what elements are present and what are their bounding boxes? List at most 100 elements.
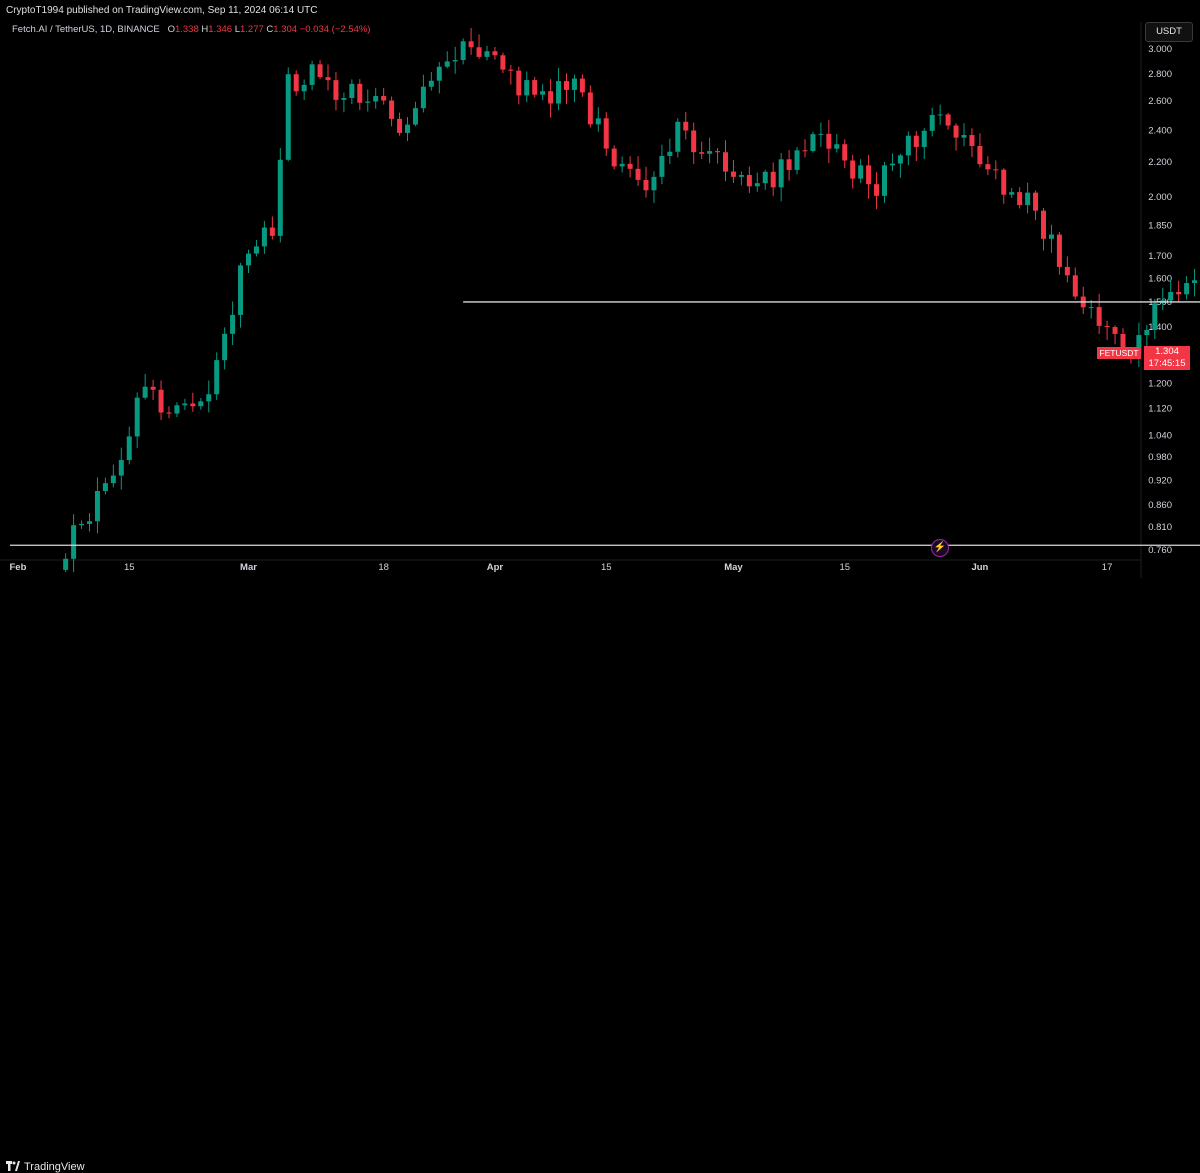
candle-body [579, 78, 585, 93]
publisher-text: CryptoT1994 published on TradingView.com… [6, 5, 318, 16]
price-chart[interactable]: 3.000 2.800 2.600 2.400 2.200 2.000 1.850 1.700… [0, 0, 1200, 601]
candle-body [198, 401, 204, 407]
candle-body [269, 227, 275, 236]
candle-body [1176, 291, 1182, 295]
candle-body [834, 144, 840, 149]
close-value: 1.304 [273, 24, 298, 35]
high-label: H [201, 24, 209, 35]
candle-body [365, 101, 371, 103]
change-value: −0.034 (−2.54%) [299, 24, 371, 35]
candle-body [699, 152, 705, 154]
y-tick-label: 2.200 [1148, 157, 1172, 168]
candle-body [1017, 192, 1023, 206]
candle-body [1192, 280, 1198, 284]
y-tick-label: 1.700 [1148, 251, 1172, 262]
candle-body [492, 51, 498, 56]
candle-body [142, 386, 148, 398]
candle-body [444, 61, 450, 67]
chart-background [0, 0, 1200, 601]
candle-body [182, 403, 188, 406]
candle-body [818, 133, 824, 135]
candle-body [786, 159, 792, 170]
candle-body [317, 64, 323, 78]
symbol-price-tag: FETUSDT [1097, 347, 1141, 359]
candle-body [158, 389, 164, 413]
candle-body [635, 168, 641, 180]
candle-body [730, 171, 736, 177]
candle-body [285, 74, 291, 160]
x-tick-label: Mar [240, 562, 257, 573]
candle-body [1104, 325, 1110, 328]
candle-body [1112, 327, 1118, 334]
y-tick-label: 0.920 [1148, 475, 1172, 486]
candle-body [484, 51, 490, 57]
candle-body [333, 80, 339, 100]
y-tick-label: 1.120 [1148, 404, 1172, 415]
x-tick-label: 15 [601, 562, 612, 573]
candle-body [436, 66, 442, 81]
candle-body [1168, 291, 1174, 301]
candle-body [1096, 307, 1102, 326]
candle-body [238, 265, 244, 315]
candle-body [667, 151, 673, 156]
currency-button[interactable]: USDT [1145, 22, 1193, 42]
candle-body [738, 174, 744, 177]
candle-body [277, 159, 283, 236]
candle-body [802, 150, 808, 152]
candle-body [651, 176, 657, 191]
candle-body [341, 98, 347, 100]
candle-body [389, 100, 395, 119]
candle-body [564, 81, 569, 90]
candle-body [675, 121, 681, 152]
y-tick-label: 1.850 [1148, 220, 1172, 231]
candle-body [627, 163, 633, 169]
candle-body [842, 144, 848, 161]
candle-body [166, 412, 172, 414]
candle-body [587, 92, 593, 125]
y-tick-label: 0.810 [1148, 522, 1172, 533]
low-label: L [234, 24, 240, 35]
last-price: 1.304 [1155, 346, 1179, 357]
lightning-event-icon[interactable]: ⚡ [931, 539, 949, 557]
candle-body [794, 150, 800, 170]
candle-body [206, 394, 212, 402]
candle-body [357, 83, 363, 103]
candle-body [532, 80, 538, 95]
candle-body [405, 124, 410, 133]
open-value: 1.338 [174, 24, 199, 35]
candle-body [858, 165, 864, 179]
candle-body [174, 405, 180, 414]
y-tick-label: 1.040 [1148, 431, 1172, 442]
candle-body [94, 491, 100, 522]
candle-body [325, 77, 331, 81]
candle-body [683, 121, 689, 131]
candle-body [412, 108, 418, 125]
candle-body [500, 55, 506, 70]
candle-body [1048, 234, 1054, 239]
candle-body [63, 558, 69, 570]
candle-body [874, 184, 880, 196]
x-tick-label: Apr [487, 562, 504, 573]
tradingview-brand[interactable]: TradingView [6, 1161, 85, 1173]
x-tick-label: 15 [124, 562, 135, 573]
candle-body [810, 134, 816, 151]
candle-body [913, 135, 919, 147]
symbol-name: Fetch.AI / TetherUS, 1D, BINANCE [12, 24, 160, 35]
candle-body [214, 360, 220, 395]
candle-body [150, 386, 156, 390]
y-tick-label: 2.600 [1148, 96, 1172, 107]
candle-body [102, 483, 108, 492]
y-tick-label: 2.000 [1148, 192, 1172, 203]
high-value: 1.346 [208, 24, 233, 35]
tradingview-logo-icon [6, 1161, 20, 1171]
candle-body [261, 227, 267, 247]
candle-body [110, 475, 116, 484]
candle-body [373, 96, 379, 102]
candle-body [349, 83, 355, 99]
x-tick-label: Feb [10, 562, 27, 573]
candle-body [246, 253, 251, 266]
publish-bar: CryptoT1994 published on TradingView.com… [0, 0, 1200, 22]
x-tick-label: May [724, 562, 743, 573]
y-tick-label: 3.000 [1148, 44, 1172, 55]
candle-body [659, 155, 665, 177]
